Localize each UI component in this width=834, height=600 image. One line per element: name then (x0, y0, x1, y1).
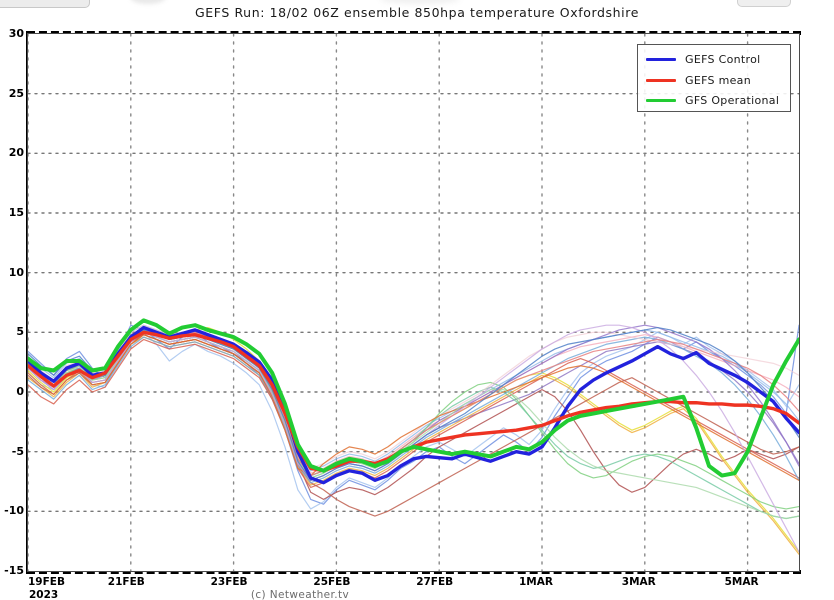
legend-entry-gefs-mean[interactable]: GEFS mean (646, 70, 751, 90)
browser-toolbar-button-right[interactable] (737, 0, 791, 7)
y-tick-10: 10 (8, 265, 24, 279)
x-tick-23FEB: 23FEB (210, 576, 248, 588)
legend-swatch-gefs-mean (646, 78, 676, 82)
chart-title: GEFS Run: 18/02 06Z ensemble 850hpa temp… (194, 5, 639, 20)
x-axis-year-label: 2023 (29, 589, 59, 600)
ensemble-spaghetti-plot (28, 34, 799, 571)
legend-entry-gfs-operational[interactable]: GFS Operational (646, 90, 779, 110)
legend-label-gefs-control: GEFS Control (685, 52, 761, 66)
y-tick--15: -15 (4, 564, 24, 577)
y-tick-0: 0 (16, 385, 24, 398)
legend-label-gfs-operational: GFS Operational (685, 93, 780, 107)
browser-toolbar-button-left[interactable] (0, 0, 90, 8)
y-tick-5: 5 (16, 325, 24, 339)
x-tick-1MAR: 1MAR (519, 576, 553, 588)
x-tick-5MAR: 5MAR (724, 576, 759, 588)
browser-chrome-artifact-2 (380, 0, 460, 4)
y-tick--10: -10 (4, 504, 24, 518)
x-tick-27FEB: 27FEB (416, 576, 454, 588)
axis-bottom-rule (27, 570, 801, 574)
x-tick-19FEB: 19FEB (28, 576, 65, 588)
y-tick-25: 25 (8, 86, 24, 100)
y-tick-15: 15 (8, 206, 24, 219)
plot-area (27, 33, 800, 572)
y-tick-20: 20 (8, 146, 24, 160)
chart-legend: GEFS Control GEFS mean GFS Operational (637, 44, 791, 112)
x-tick-25FEB: 25FEB (313, 576, 351, 588)
y-tick--5: -5 (11, 444, 24, 458)
legend-label-gefs-mean: GEFS mean (685, 73, 751, 87)
legend-entry-gefs-control[interactable]: GEFS Control (646, 49, 760, 69)
legend-swatch-gefs-control (646, 57, 676, 61)
browser-chrome-artifact (130, 0, 166, 4)
x-tick-21FEB: 21FEB (107, 576, 145, 588)
legend-swatch-gfs-operational (646, 98, 676, 102)
copyright-watermark: (c) Netweather.tv (250, 589, 350, 600)
x-tick-3MAR: 3MAR (621, 576, 656, 588)
y-tick-30: 30 (8, 27, 24, 40)
